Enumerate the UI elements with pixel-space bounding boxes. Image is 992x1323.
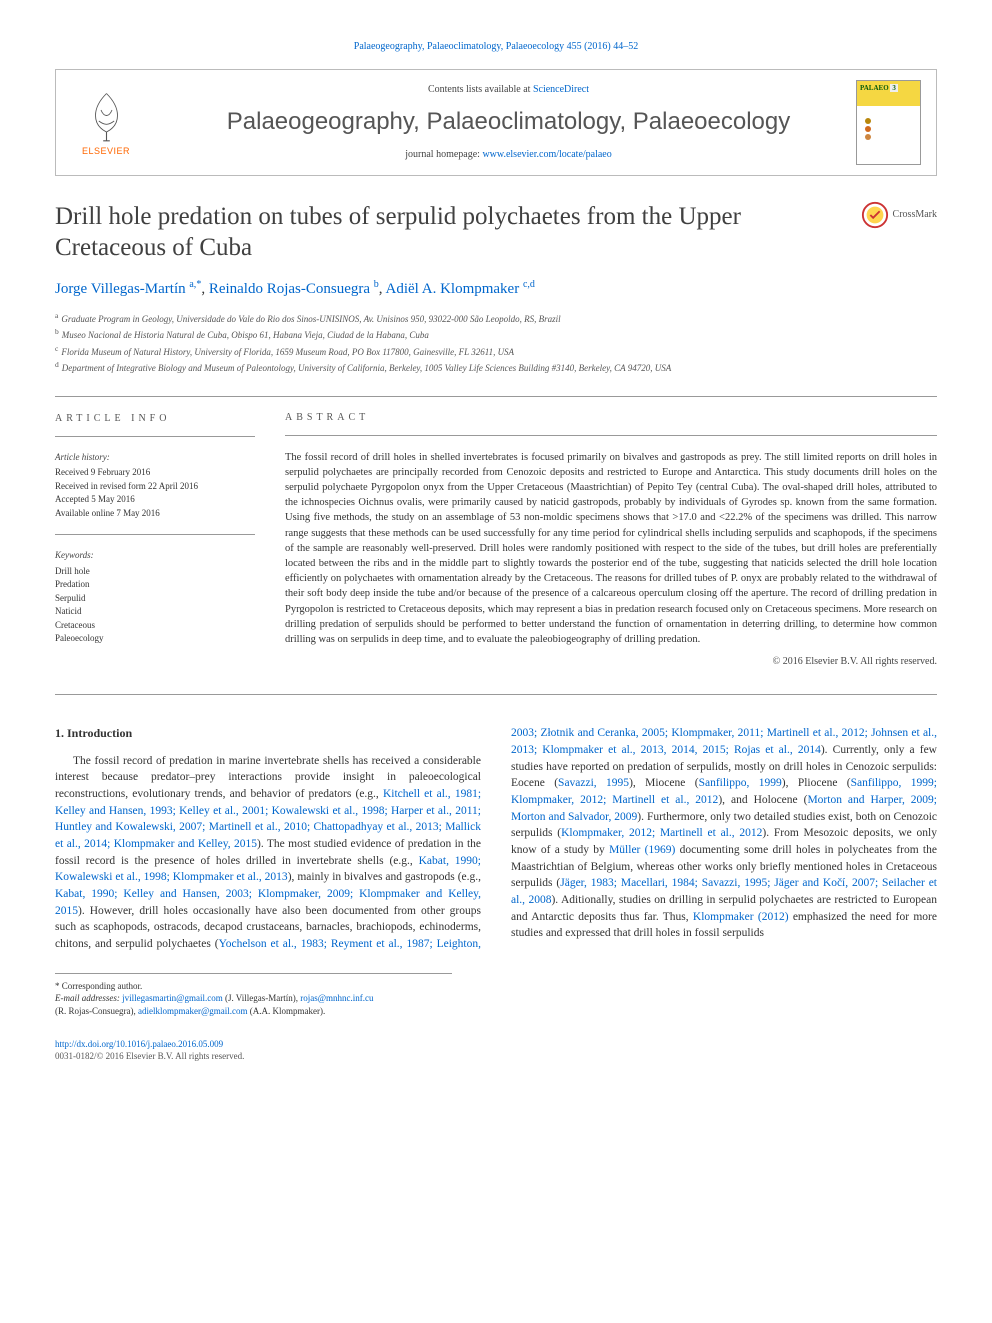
- ref-link[interactable]: Sanfilippo, 1999: [699, 777, 782, 789]
- ref-link[interactable]: Savazzi, 1995: [558, 777, 629, 789]
- author-2[interactable]: Reinaldo Rojas-Consuegra: [209, 281, 374, 297]
- abstract: abstract The fossil record of drill hole…: [285, 411, 937, 670]
- abstract-text: The fossil record of drill holes in shel…: [285, 450, 937, 648]
- author-3[interactable]: Adiël A. Klompmaker: [385, 281, 522, 297]
- article-info: article info Article history: Received 9…: [55, 411, 255, 670]
- intro-paragraph: The fossil record of predation in marine…: [55, 725, 937, 952]
- ref-link[interactable]: Klompmaker, 2012; Martinell et al., 2012: [561, 827, 762, 839]
- page-footer: http://dx.doi.org/10.1016/j.palaeo.2016.…: [55, 1038, 937, 1063]
- keyword: Naticid: [55, 605, 255, 619]
- history-accepted: Accepted 5 May 2016: [55, 493, 255, 507]
- affiliations: aGraduate Program in Geology, Universida…: [55, 310, 937, 376]
- abstract-head: abstract: [285, 411, 937, 425]
- crossmark-label: CrossMark: [893, 208, 937, 222]
- issn-line: 0031-0182/© 2016 Elsevier B.V. All right…: [55, 1051, 244, 1061]
- journal-header: ELSEVIER Contents lists available at Sci…: [55, 69, 937, 176]
- divider: [55, 694, 937, 695]
- author-1[interactable]: Jorge Villegas-Martín: [55, 281, 189, 297]
- email-1[interactable]: jvillegasmartin@gmail.com: [122, 993, 223, 1003]
- keyword: Cretaceous: [55, 619, 255, 633]
- divider: [55, 396, 937, 397]
- history-label: Article history:: [55, 451, 255, 465]
- abstract-copyright: © 2016 Elsevier B.V. All rights reserved…: [285, 655, 937, 669]
- journal-cover-thumb: PALAEO 3: [856, 80, 921, 165]
- ref-link[interactable]: Klompmaker (2012): [693, 911, 789, 923]
- section-1-head: 1. Introduction: [55, 725, 481, 742]
- keyword: Predation: [55, 578, 255, 592]
- corresponding-note: * Corresponding author.: [55, 980, 452, 993]
- email-2[interactable]: rojas@mnhnc.inf.cu: [300, 993, 373, 1003]
- journal-homepage: journal homepage: www.elsevier.com/locat…: [161, 148, 856, 162]
- crossmark-icon: [861, 201, 889, 229]
- article-info-head: article info: [55, 411, 255, 426]
- history-received: Received 9 February 2016: [55, 466, 255, 480]
- corresponding-footnote: * Corresponding author. E-mail addresses…: [55, 973, 452, 1018]
- keyword: Drill hole: [55, 565, 255, 579]
- elsevier-tree-icon: [79, 88, 134, 143]
- history-revised: Received in revised form 22 April 2016: [55, 480, 255, 494]
- keyword: Serpulid: [55, 592, 255, 606]
- history-online: Available online 7 May 2016: [55, 507, 255, 521]
- sciencedirect-link[interactable]: ScienceDirect: [533, 84, 589, 95]
- contents-line: Contents lists available at ScienceDirec…: [161, 83, 856, 97]
- top-citation: Palaeogeography, Palaeoclimatology, Pala…: [55, 40, 937, 54]
- keyword: Paleoecology: [55, 632, 255, 646]
- email-3[interactable]: adielklompmaker@gmail.com: [138, 1006, 248, 1016]
- ref-link[interactable]: Müller (1969): [609, 844, 675, 856]
- article-title: Drill hole predation on tubes of serpuli…: [55, 201, 937, 264]
- homepage-link[interactable]: www.elsevier.com/locate/palaeo: [482, 149, 611, 160]
- email-label: E-mail addresses:: [55, 993, 122, 1003]
- top-citation-link[interactable]: Palaeogeography, Palaeoclimatology, Pala…: [354, 41, 638, 52]
- publisher-name: ELSEVIER: [82, 145, 130, 158]
- crossmark-badge[interactable]: CrossMark: [861, 201, 937, 229]
- journal-title: Palaeogeography, Palaeoclimatology, Pala…: [161, 105, 856, 139]
- keywords-label: Keywords:: [55, 549, 255, 563]
- author-list: Jorge Villegas-Martín a,*, Reinaldo Roja…: [55, 278, 937, 300]
- body-columns: 1. Introduction The fossil record of pre…: [55, 725, 937, 952]
- publisher-logo: ELSEVIER: [71, 88, 141, 158]
- doi-link[interactable]: http://dx.doi.org/10.1016/j.palaeo.2016.…: [55, 1039, 223, 1049]
